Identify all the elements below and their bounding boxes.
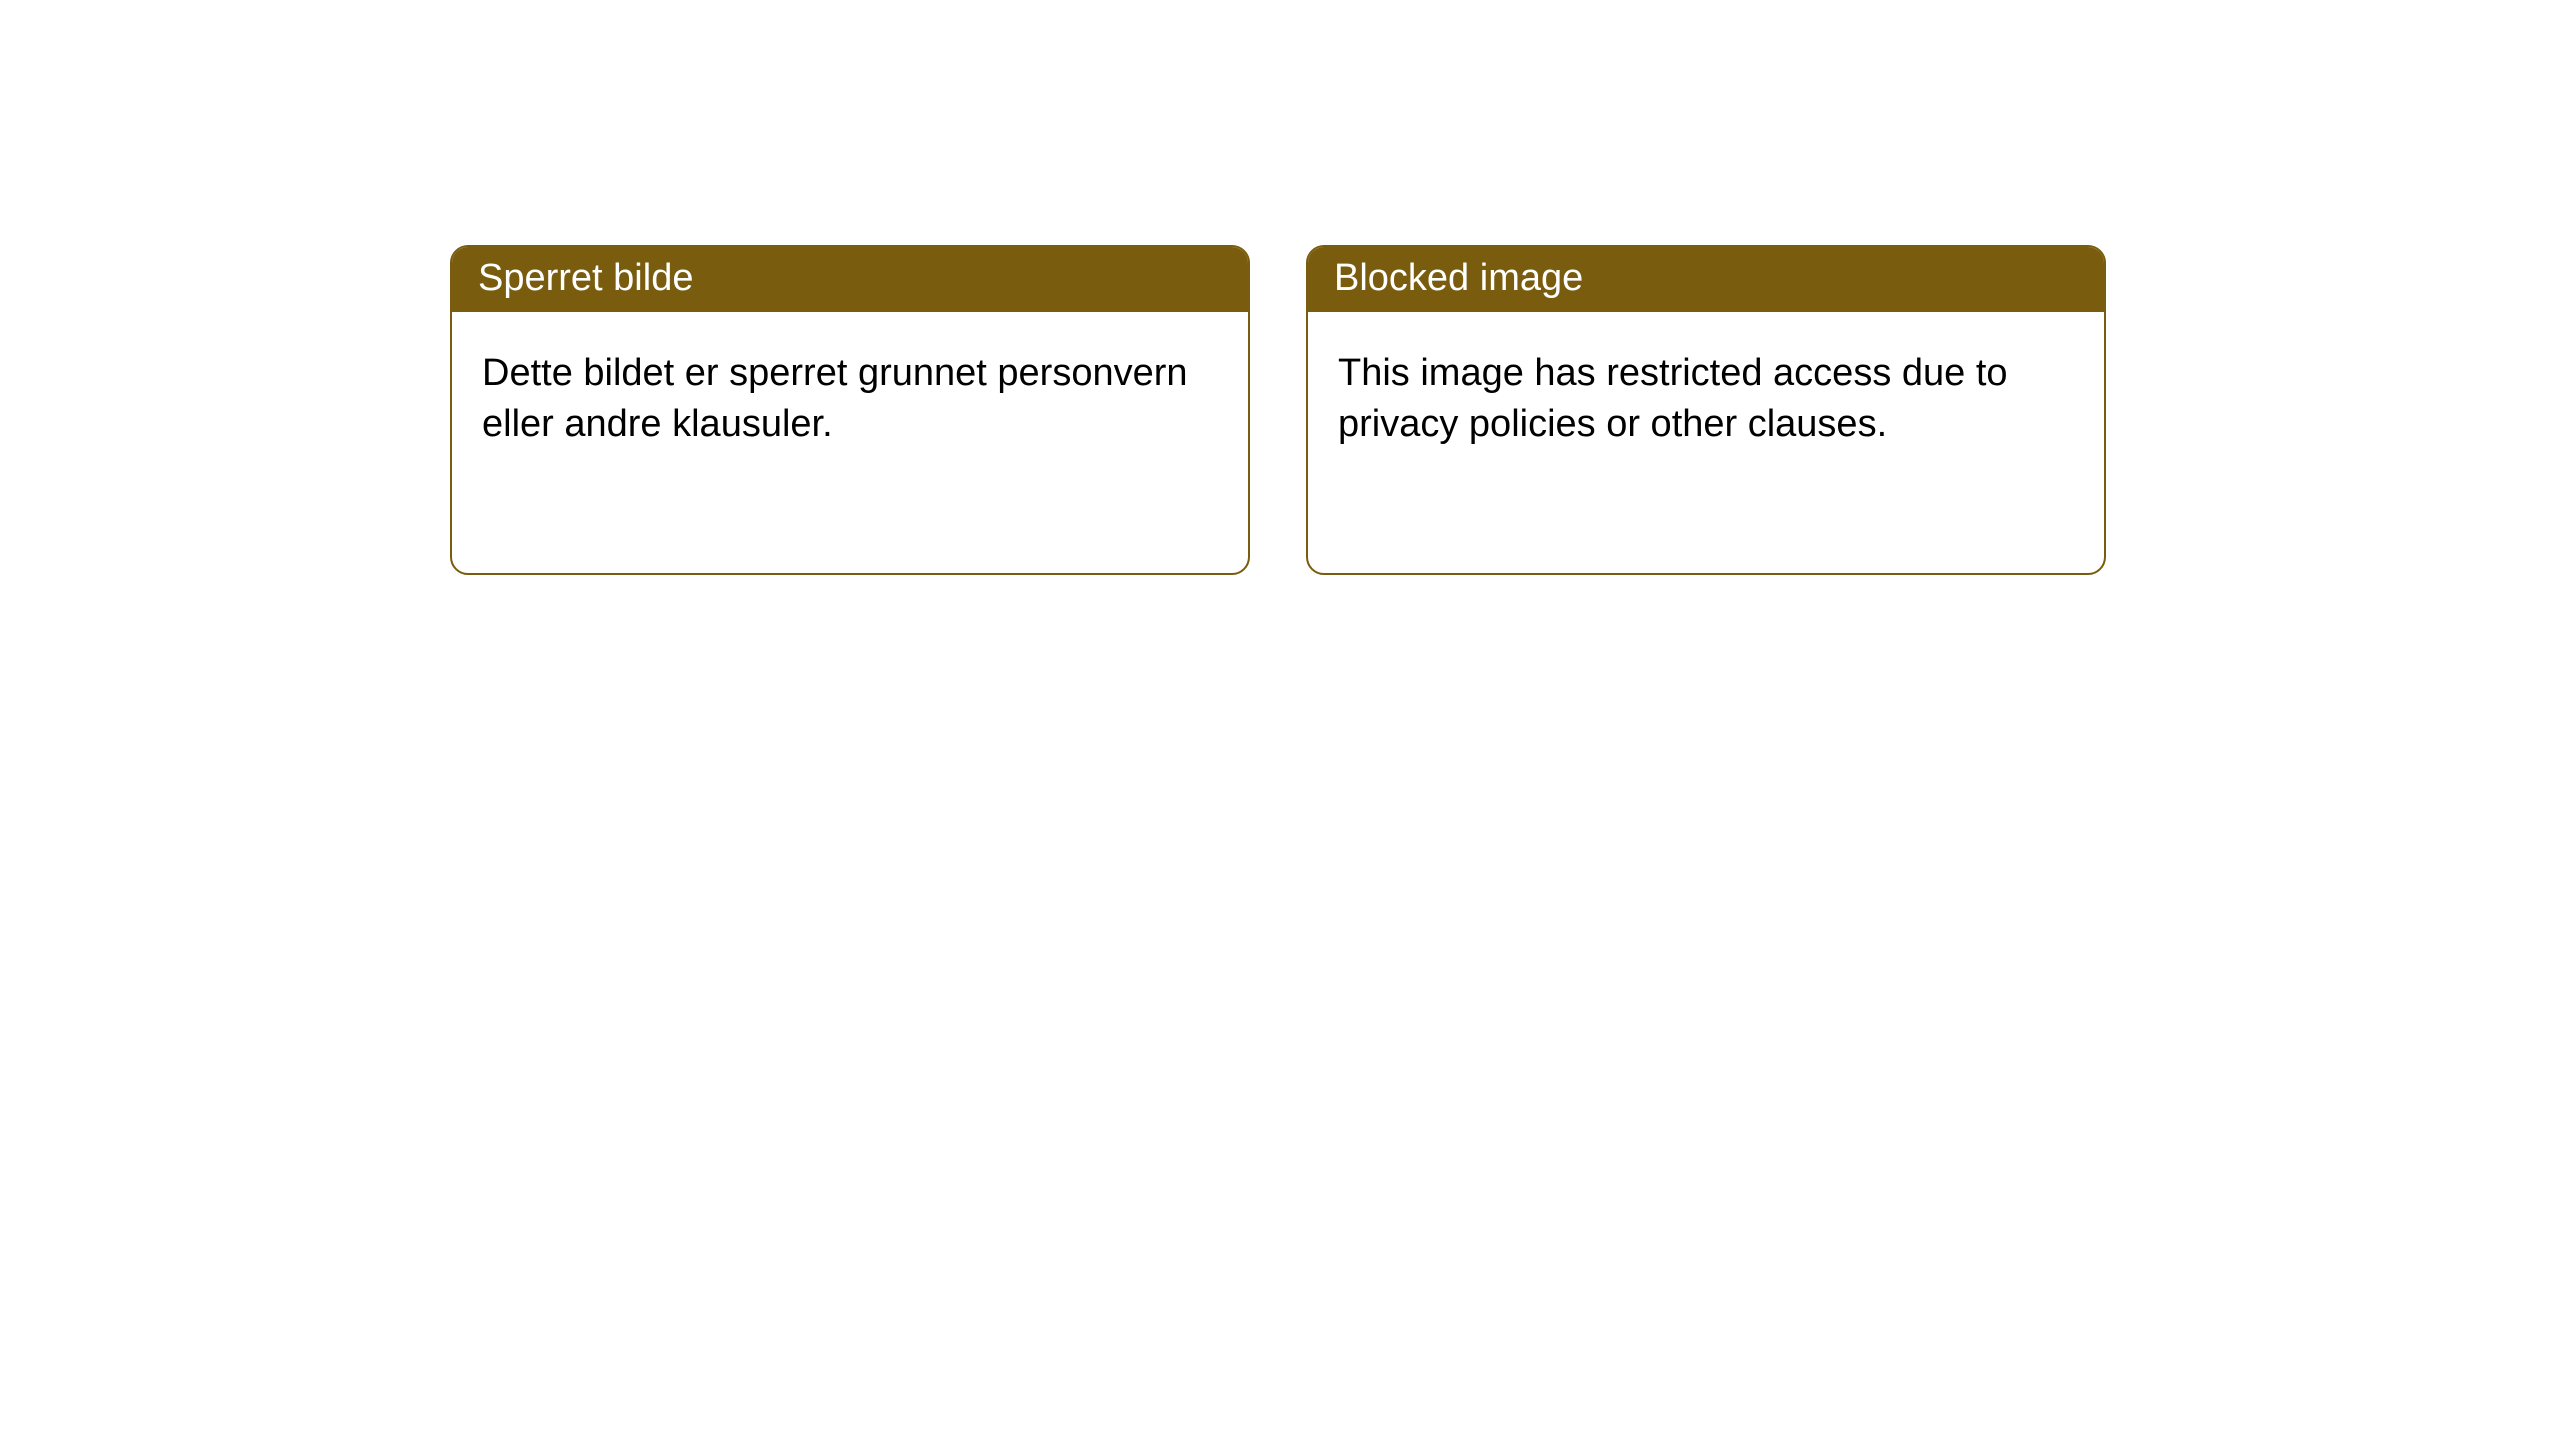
card-body-text: Dette bildet er sperret grunnet personve… [452,312,1248,481]
card-body-text: This image has restricted access due to … [1308,312,2104,481]
notice-card-english: Blocked image This image has restricted … [1306,245,2106,575]
card-title: Blocked image [1308,247,2104,312]
notice-card-norwegian: Sperret bilde Dette bildet er sperret gr… [450,245,1250,575]
notice-cards-container: Sperret bilde Dette bildet er sperret gr… [450,245,2560,575]
card-title: Sperret bilde [452,247,1248,312]
